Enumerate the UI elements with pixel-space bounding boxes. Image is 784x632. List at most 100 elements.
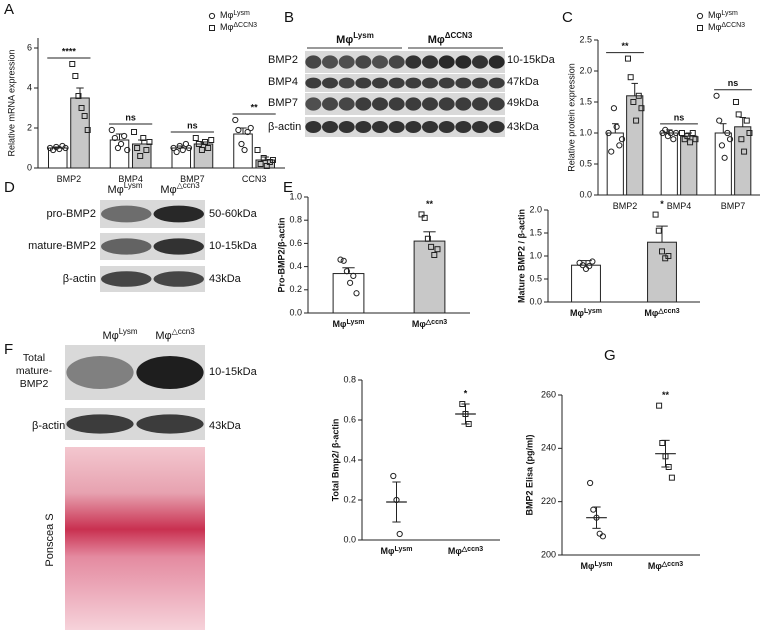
significance-label: **	[621, 41, 629, 51]
category-name: BMP4	[118, 174, 143, 184]
category-name: BMP2	[613, 201, 638, 211]
data-point	[599, 533, 607, 540]
category-name: Mφ	[570, 308, 584, 318]
size-label: 47kDa	[507, 76, 540, 88]
data-point	[195, 141, 202, 147]
blot-band	[153, 238, 204, 255]
x-tick-label: MφLysm	[581, 561, 613, 572]
row-label: BMP2	[268, 54, 298, 66]
bar	[109, 139, 130, 169]
size-label: 43kDa	[507, 121, 540, 133]
data-point	[618, 136, 626, 143]
data-point	[418, 211, 425, 218]
blot-band	[388, 77, 405, 89]
data-point	[46, 144, 54, 152]
data-point	[724, 129, 731, 137]
y-axis-label: Mature BMP2 / β-actin	[516, 209, 526, 303]
legend-name: Mφ	[220, 22, 233, 32]
blot-band	[305, 97, 322, 111]
data-point	[121, 132, 128, 140]
category-name: Mφ	[648, 561, 662, 571]
data-point	[459, 401, 466, 407]
data-point	[746, 130, 753, 136]
data-point	[424, 235, 431, 242]
data-point	[185, 144, 193, 152]
data-point	[587, 479, 594, 487]
data-point	[655, 227, 662, 234]
data-point	[684, 133, 691, 140]
data-point	[590, 506, 597, 513]
blot-band	[136, 356, 204, 389]
legend-label: MφΔCCN3	[708, 22, 745, 33]
data-point	[81, 113, 88, 119]
data-point	[343, 268, 350, 275]
size-label: 43kDa	[209, 273, 242, 285]
blot-band	[405, 55, 422, 69]
data-point	[697, 25, 703, 31]
category-name: BMP7	[180, 174, 205, 184]
data-point	[589, 258, 596, 265]
data-point	[59, 142, 66, 150]
blot-band	[438, 77, 455, 89]
y-tick-label: 4	[27, 82, 32, 92]
category-name: CCN3	[242, 174, 267, 184]
data-point	[656, 402, 663, 409]
blot-band	[405, 77, 422, 89]
panel-letter: C	[562, 9, 573, 26]
blot-band	[338, 97, 355, 111]
blot-band	[488, 121, 505, 133]
blot-band	[438, 55, 455, 69]
category-name: BMP2	[57, 174, 82, 184]
blot-band	[488, 77, 505, 89]
data-point	[209, 25, 215, 31]
blot-band	[372, 97, 388, 111]
y-axis-label: Relative protein expression	[566, 63, 576, 172]
y-tick-label: 0.8	[289, 215, 302, 225]
y-tick-label: 0.4	[343, 454, 356, 464]
blot-band	[438, 97, 455, 111]
y-tick-label: 0.0	[289, 307, 302, 317]
data-point	[659, 440, 666, 446]
data-point	[608, 148, 615, 155]
y-tick-label: 6	[27, 42, 32, 52]
group-label: MφLysm	[107, 181, 142, 196]
blot-band	[455, 97, 472, 111]
bar	[660, 132, 678, 196]
blot-band	[472, 55, 488, 69]
data-point	[624, 55, 631, 62]
panel-letter: F	[4, 341, 13, 358]
blot-band	[388, 121, 405, 133]
data-point	[586, 263, 593, 270]
data-point	[692, 136, 699, 143]
blot-band	[322, 97, 338, 111]
category-name: Mφ	[644, 308, 658, 318]
blot-band	[101, 271, 152, 287]
size-label: 50-60kDa	[209, 208, 258, 220]
blot-band	[422, 55, 438, 69]
y-axis-label: Pro-BMP2/β-actin	[276, 217, 286, 292]
data-point	[114, 144, 122, 152]
data-point	[652, 211, 659, 218]
bar	[233, 133, 253, 169]
data-point	[134, 145, 141, 151]
data-point	[337, 256, 344, 263]
blot-band	[66, 356, 134, 389]
panel-letter: E	[283, 179, 293, 196]
data-point	[665, 253, 672, 259]
data-point	[428, 243, 435, 250]
blot	[305, 74, 505, 92]
blot-band	[472, 77, 488, 89]
blot-band	[355, 55, 372, 69]
y-tick-label: 2.0	[529, 204, 542, 214]
x-tick-label: MφLysm	[381, 546, 413, 557]
y-axis-label: Total Bmp2/ β-actin	[330, 419, 340, 502]
blot-band	[355, 97, 372, 111]
legend-name: Mφ	[708, 10, 721, 20]
data-point	[434, 246, 441, 253]
size-label: 10-15kDa	[209, 366, 258, 378]
blot-band	[488, 55, 505, 69]
size-label: 43kDa	[209, 420, 242, 432]
data-point	[465, 421, 472, 427]
row-label: BMP4	[268, 76, 298, 88]
